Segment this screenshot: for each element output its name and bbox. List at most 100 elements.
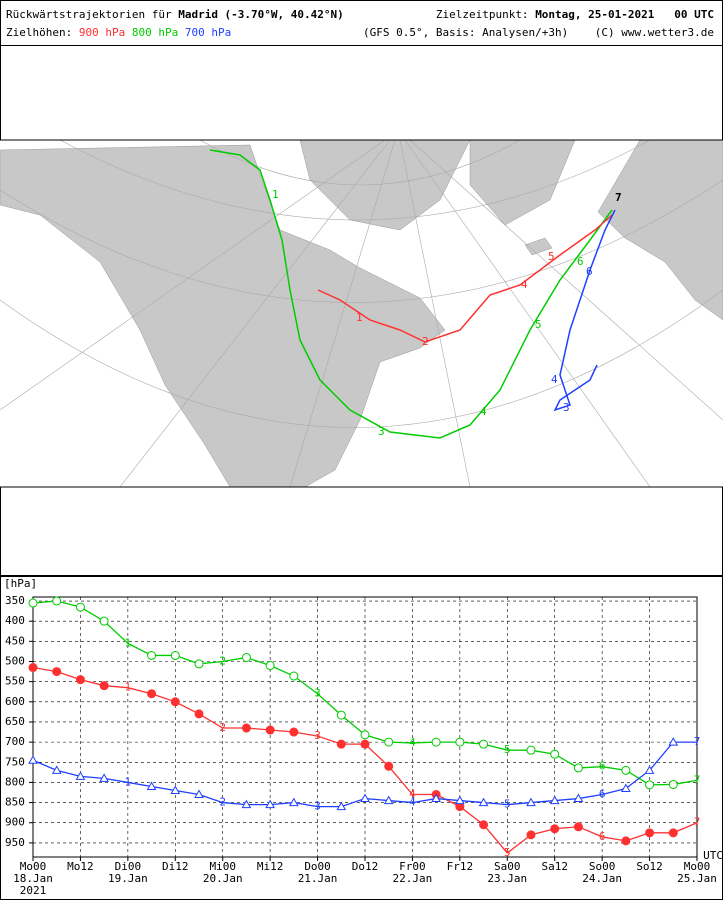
- date-label: 23.Jan: [487, 872, 527, 885]
- marker: [479, 820, 489, 830]
- day-label: 5: [504, 846, 511, 859]
- map-day-label: 2: [422, 335, 429, 348]
- marker: [289, 727, 299, 737]
- day-label: 2: [219, 654, 226, 667]
- marker: [431, 737, 441, 747]
- day-label: 6: [599, 788, 606, 801]
- graticule-line: [409, 139, 723, 421]
- graticule-line: [59, 139, 651, 221]
- marker: [455, 737, 465, 747]
- marker: [170, 785, 181, 794]
- title-prefix: Rückwärtstrajektorien für: [6, 8, 172, 21]
- date-label: 21.Jan: [298, 872, 338, 885]
- y-tick-label: 450: [5, 634, 25, 647]
- marker: [265, 799, 276, 809]
- marker: [526, 745, 536, 755]
- marker: [360, 730, 370, 740]
- marker: [336, 801, 347, 811]
- iceland: [524, 237, 553, 256]
- title: Rückwärtstrajektorien für Madrid (-3.70°…: [6, 7, 344, 22]
- y-tick-label: 400: [5, 614, 25, 627]
- day-label: 4: [409, 736, 416, 749]
- x-tick-label: Do12: [352, 860, 379, 873]
- y-tick-label: 750: [5, 755, 25, 768]
- marker: [28, 663, 38, 673]
- map-day-label: 3: [563, 401, 570, 414]
- day-label: 1: [125, 775, 132, 788]
- date-label: 19.Jan: [108, 872, 148, 885]
- marker: [194, 789, 204, 799]
- marker: [573, 763, 583, 773]
- map-day-label: 1: [272, 188, 279, 201]
- marker: [265, 725, 275, 735]
- marker: [75, 771, 86, 780]
- day-label: 3: [314, 800, 321, 813]
- trajectory-900: [317, 214, 613, 343]
- x-tick-label: Mi12: [257, 860, 284, 873]
- day-label: 1: [125, 681, 132, 694]
- legend-entry: 700 hPa: [184, 26, 232, 39]
- graticule: [0, 139, 723, 488]
- marker: [478, 797, 489, 807]
- x-tick-label: Fr12: [447, 860, 474, 873]
- marker: [620, 783, 631, 792]
- target-label: Zielzeitpunkt:: [435, 8, 529, 21]
- y-tick-label: 800: [5, 775, 25, 788]
- marker: [526, 830, 536, 840]
- map-day-label: 7: [615, 191, 622, 204]
- year-label: 2021: [20, 884, 47, 897]
- day-label: 4: [409, 796, 416, 809]
- y-tick-label: 950: [5, 836, 25, 849]
- y-tick-label: 550: [5, 675, 25, 688]
- y-tick-label: 650: [5, 715, 25, 728]
- date-label: 22.Jan: [393, 872, 433, 885]
- day-label: 3: [314, 729, 321, 742]
- day-label: 7: [694, 816, 701, 829]
- marker: [479, 739, 489, 749]
- marker: [265, 661, 275, 671]
- map-day-label: 5: [548, 250, 555, 263]
- legend-entry: 800 hPa: [131, 26, 179, 39]
- x-tick-label: Do00: [304, 860, 331, 873]
- marker: [75, 602, 85, 612]
- marker: [360, 739, 370, 749]
- marker: [51, 765, 62, 774]
- day-label: 7: [694, 773, 701, 786]
- marker: [573, 793, 584, 803]
- marker: [384, 761, 394, 771]
- map-day-label: 6: [577, 255, 584, 268]
- marker: [147, 650, 157, 660]
- day-label: 4: [409, 788, 416, 801]
- marker: [573, 822, 583, 832]
- source-text: (GFS 0.5°, Basis: Analysen/+3h): [362, 26, 569, 39]
- marker: [170, 650, 180, 660]
- marker: [454, 795, 465, 805]
- graticule-line: [119, 139, 391, 488]
- x-tick-label: Mo12: [67, 860, 94, 873]
- marker: [99, 681, 109, 691]
- header: Rückwärtstrajektorien für Madrid (-3.70°…: [0, 0, 723, 46]
- marker: [241, 799, 252, 809]
- marker: [99, 616, 109, 626]
- day-label: 1: [125, 636, 132, 649]
- marker: [336, 710, 346, 720]
- day-label: 3: [314, 687, 321, 700]
- marker: [288, 797, 299, 807]
- marker: [170, 697, 180, 707]
- marker: [549, 795, 560, 805]
- x-tick-label: Mo00: [684, 860, 711, 873]
- trajectory-800: [209, 149, 613, 439]
- copyright: (C) www.wetter3.de: [594, 26, 714, 39]
- marker: [431, 793, 442, 803]
- marker: [550, 749, 560, 759]
- marker: [146, 781, 157, 790]
- marker: [75, 675, 85, 685]
- source: (GFS 0.5°, Basis: Analysen/+3h) (C) www.…: [363, 25, 714, 40]
- y-tick-label: 850: [5, 796, 25, 809]
- graticule-line: [0, 289, 723, 428]
- graticule-line: [0, 139, 386, 411]
- x-tick-label: Di12: [162, 860, 189, 873]
- day-label: 6: [599, 830, 606, 843]
